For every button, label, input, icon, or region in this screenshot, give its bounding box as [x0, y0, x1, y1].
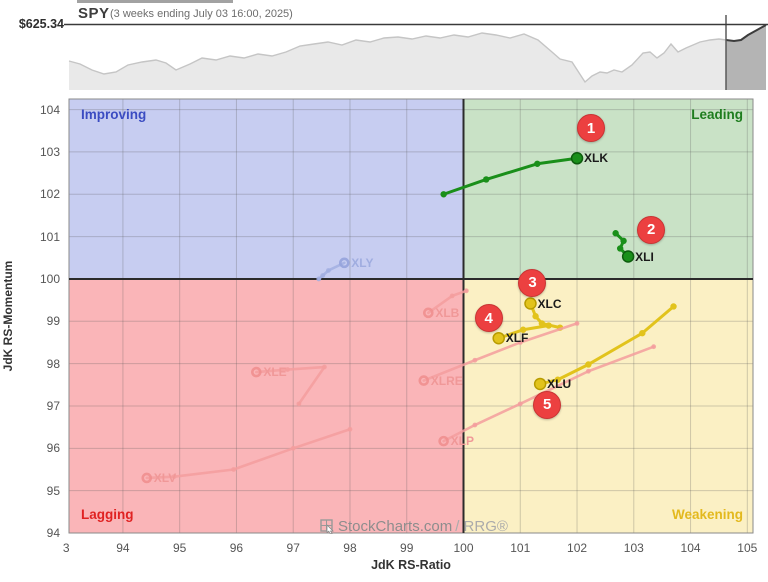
leading-quadrant	[463, 99, 753, 279]
improving-quadrant	[69, 99, 464, 279]
x-tick-99: 99	[400, 541, 414, 555]
y-tick-103: 103	[39, 144, 60, 159]
lagging-quadrant	[69, 278, 464, 533]
x-tick-101: 101	[510, 541, 531, 555]
etf-label-xlc: XLC	[537, 296, 562, 311]
y-tick-98: 98	[46, 356, 60, 371]
top-edge-artifact	[77, 0, 233, 3]
etf-label-xlre: XLRE	[430, 373, 463, 388]
etf-label-xly: XLY	[351, 255, 374, 270]
x-tick-97: 97	[286, 541, 300, 555]
etf-label-xlv: XLV	[153, 470, 177, 485]
y-tick-96: 96	[46, 441, 60, 456]
x-tick-105: 105	[737, 541, 758, 555]
weakening-quadrant	[463, 278, 753, 533]
watermark-brand: StockCharts.com	[338, 518, 453, 535]
etf-label-xlu: XLU	[547, 376, 572, 391]
x-axis-title: JdK RS-Ratio	[371, 558, 451, 572]
weakening-label: Weakening	[671, 507, 743, 522]
rank-badge-1: 1	[577, 114, 606, 143]
watermark: StockCharts.com / RRG®	[320, 518, 508, 535]
x-tick-3: 3	[62, 541, 70, 555]
etf-label-xlb: XLB	[435, 305, 460, 320]
etf-label-xli: XLI	[635, 249, 654, 264]
x-tick-96: 96	[229, 541, 244, 555]
x-tick-103: 103	[623, 541, 644, 555]
stockcharts-logo-icon	[320, 519, 334, 534]
rank-badge-5: 5	[533, 390, 562, 419]
x-tick-104: 104	[680, 541, 701, 555]
y-tick-101: 101	[39, 229, 60, 244]
x-tick-94: 94	[116, 541, 130, 555]
lagging-label: Lagging	[81, 507, 134, 522]
etf-label-xlp: XLP	[450, 434, 474, 449]
y-tick-97: 97	[46, 398, 60, 413]
y-axis-title: JdK RS-Momentum	[1, 260, 15, 372]
y-tick-104: 104	[39, 102, 60, 117]
x-tick-102: 102	[567, 541, 588, 555]
etf-label-xle: XLE	[263, 365, 287, 380]
y-tick-100: 100	[39, 271, 60, 286]
y-tick-102: 102	[39, 187, 60, 202]
improving-label: Improving	[81, 107, 147, 122]
y-tick-99: 99	[46, 314, 60, 329]
x-tick-98: 98	[343, 541, 357, 555]
rank-badge-3: 3	[518, 268, 547, 297]
y-tick-94: 94	[46, 526, 60, 540]
x-tick-100: 100	[453, 541, 474, 555]
spy-minichart: $625.34 SPY (3 weeks ending July 03 16:0…	[0, 0, 768, 95]
spy-price-label: $625.34	[18, 17, 64, 31]
x-tick-95: 95	[173, 541, 187, 555]
spy-symbol: SPY	[78, 5, 110, 22]
leading-label: Leading	[691, 107, 743, 122]
y-tick-95: 95	[46, 483, 60, 498]
etf-label-xlf: XLF	[505, 331, 529, 346]
spy-sparkline-canvas	[64, 15, 768, 90]
etf-label-xlk: XLK	[584, 151, 609, 166]
rank-badge-2: 2	[637, 215, 666, 244]
spy-subtitle: (3 weeks ending July 03 16:00, 2025)	[110, 8, 293, 20]
rank-badge-4: 4	[474, 304, 503, 333]
watermark-suffix: / RRG®	[455, 518, 508, 535]
